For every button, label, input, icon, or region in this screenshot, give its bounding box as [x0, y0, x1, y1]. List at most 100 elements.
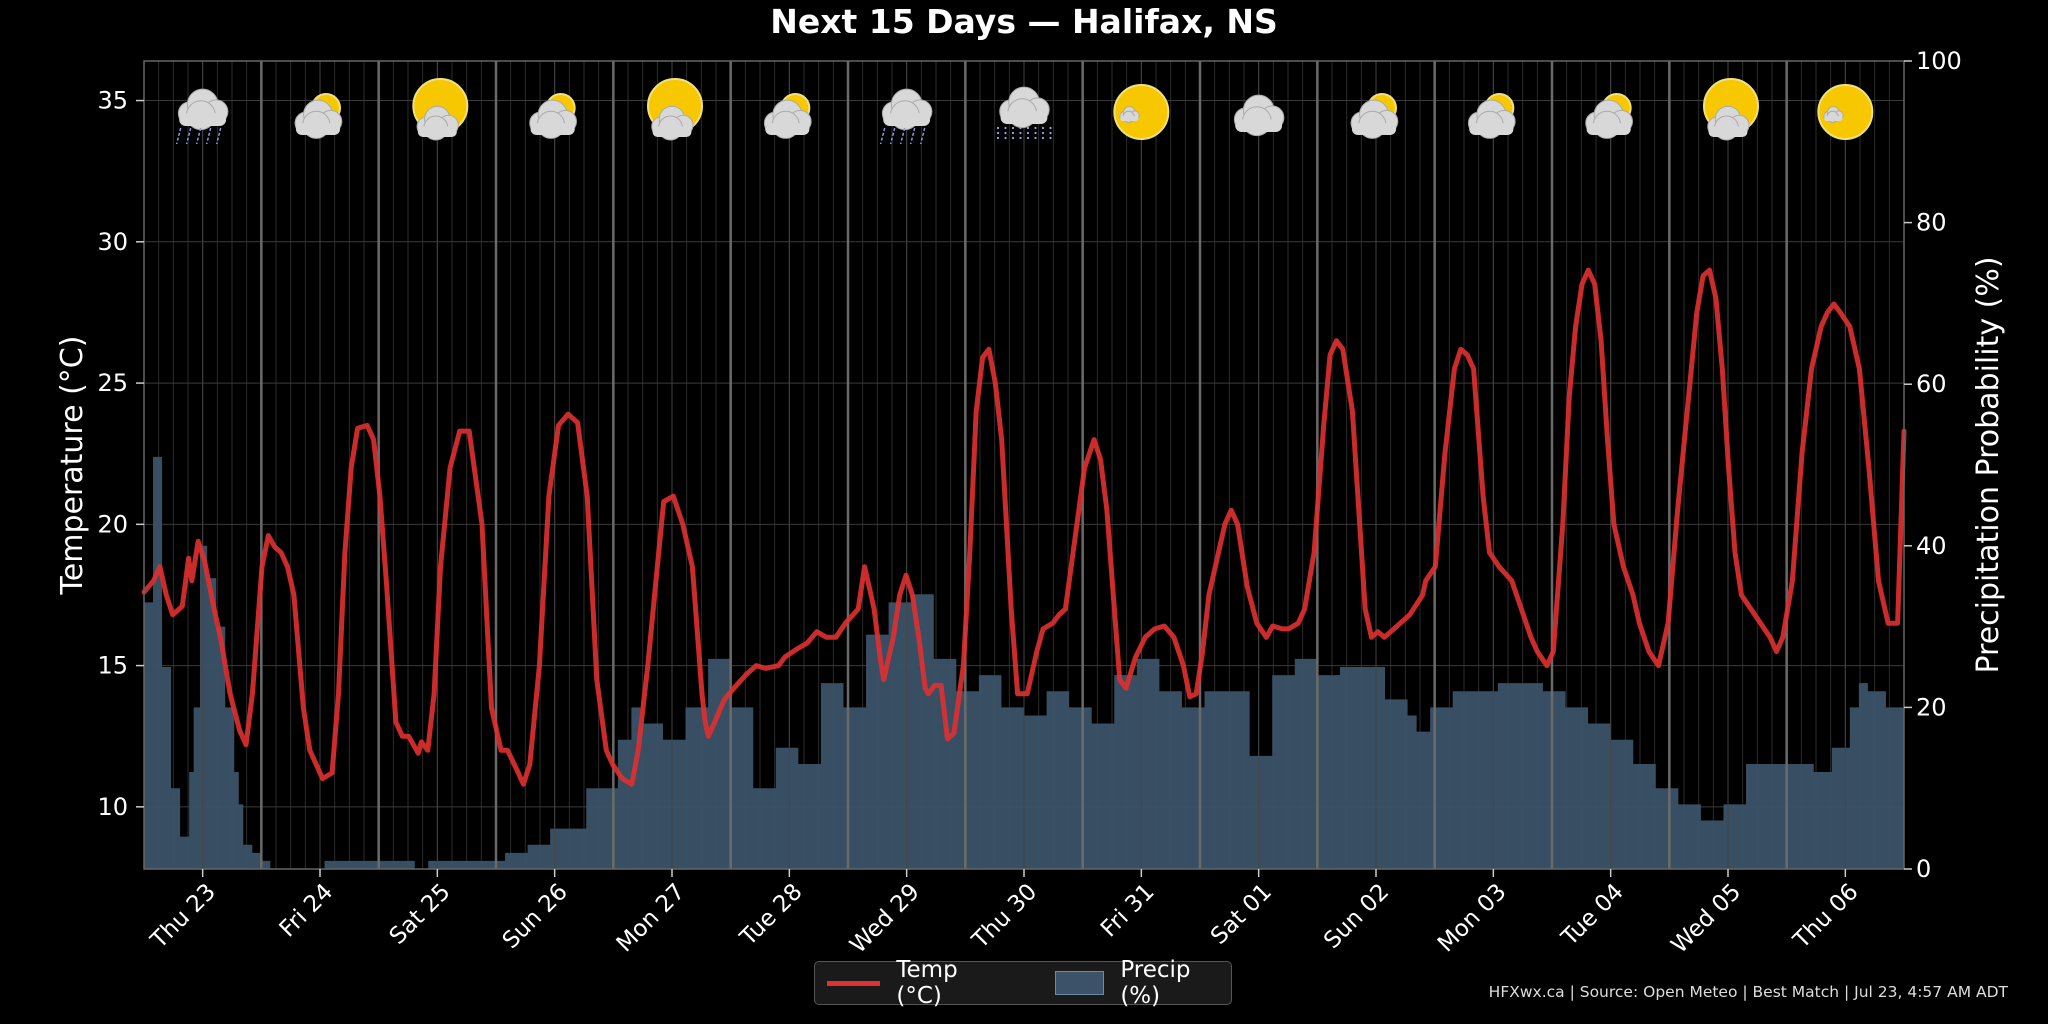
cloud-base	[1586, 123, 1631, 135]
snow-flake	[1026, 136, 1030, 140]
sunny-icon	[1113, 84, 1170, 140]
cloud	[763, 99, 812, 139]
cloud-base	[295, 123, 341, 135]
cloud	[1585, 99, 1633, 139]
x-tick-label: Wed 29	[845, 879, 925, 959]
snow-flake	[1011, 131, 1015, 135]
y-tick-label: 10	[97, 793, 128, 821]
snow-flake	[1011, 136, 1015, 140]
rain-drop	[889, 127, 896, 145]
legend: Temp (°C) Precip (%)	[814, 957, 1232, 1009]
cloud	[416, 105, 459, 141]
cloud-base	[530, 123, 575, 135]
snow-flake	[1004, 126, 1007, 130]
snow-flake	[1019, 131, 1022, 135]
temp-line	[141, 267, 1907, 787]
snow-flake	[1049, 131, 1052, 135]
chart-title: Next 15 Days — Halifax, NS	[770, 2, 1278, 41]
snow-flake	[996, 136, 1000, 140]
cloud-base	[883, 113, 931, 126]
legend-precip-swatch	[1055, 971, 1105, 995]
y2-tick-label: 100	[1916, 47, 1962, 75]
snow-flake	[1026, 131, 1030, 135]
y2-tick-label: 40	[1916, 532, 1947, 560]
cloud	[1350, 99, 1399, 139]
mostly-sunny-icon	[647, 78, 703, 141]
sunny-icon	[1817, 84, 1874, 140]
rain-drop	[185, 127, 192, 145]
snow-flake	[996, 126, 1000, 130]
partly-cloudy-icon	[1467, 93, 1516, 139]
cloud-base	[1351, 123, 1397, 135]
snow-flake	[1049, 126, 1052, 130]
snow-flake	[1041, 126, 1045, 130]
y2-tick-label: 20	[1916, 693, 1947, 721]
y-tick-label: 15	[97, 652, 128, 680]
snow-flake	[1019, 136, 1022, 140]
partly-cloudy-icon	[763, 93, 812, 139]
x-tick-label: Thu 23	[145, 879, 221, 955]
cloud-base	[1824, 116, 1843, 121]
source-footer: HFXwx.ca | Source: Open Meteo | Best Mat…	[1488, 983, 2008, 1001]
y2-tick-label: 80	[1916, 209, 1947, 237]
cloud	[1467, 99, 1516, 139]
cloud-base	[1235, 119, 1283, 132]
cloud-base	[1708, 126, 1748, 137]
snow-flake	[1049, 136, 1052, 140]
rain-drop	[205, 127, 212, 145]
cloudy-icon	[1233, 94, 1285, 137]
cloud	[529, 99, 577, 139]
x-tick-label: Thu 30	[967, 879, 1043, 955]
sun-disc	[1817, 84, 1874, 140]
cloud-base	[1469, 123, 1514, 135]
legend-temp-label: Temp (°C)	[896, 957, 958, 1009]
cloud-base	[1000, 111, 1048, 124]
y-tick-label: 30	[97, 228, 128, 256]
x-tick-label: Mon 27	[612, 879, 691, 958]
rain-drop	[899, 127, 906, 145]
snow-flake	[1004, 131, 1007, 135]
x-tick-label: Sat 25	[385, 879, 456, 950]
x-tick-label: Thu 06	[1788, 879, 1864, 955]
y-tick-label: 35	[97, 87, 128, 115]
cloud-snow-icon	[996, 86, 1052, 140]
snow-flake	[1034, 126, 1037, 130]
snow-flake	[1026, 126, 1030, 130]
cloud	[881, 88, 933, 131]
sun-disc	[1113, 84, 1170, 140]
y2-axis-label: Precipitation Probability (%)	[1971, 256, 2006, 673]
x-tick-label: Sun 02	[1319, 879, 1394, 954]
small-cloud	[1119, 106, 1140, 123]
snow-flake	[1034, 131, 1037, 135]
snow-flake	[1034, 136, 1037, 140]
rain-drop	[919, 127, 926, 145]
rain-drop	[195, 127, 202, 145]
legend-temp: Temp (°C)	[815, 957, 1005, 1009]
y-tick-label: 20	[97, 510, 128, 538]
rain-drop	[909, 127, 916, 145]
x-tick-label: Wed 05	[1667, 879, 1747, 959]
cloud	[651, 105, 694, 141]
cloud-base	[652, 126, 692, 137]
cloud	[294, 99, 343, 139]
cloud-base	[179, 113, 227, 126]
snow-flake	[1011, 126, 1015, 130]
legend-precip-label: Precip (%)	[1120, 957, 1191, 1009]
x-tick-label: Sun 26	[498, 879, 573, 954]
snow-flake	[996, 131, 1000, 135]
partly-cloudy-icon	[1585, 93, 1633, 139]
rain-drop	[879, 127, 886, 145]
precip-area	[144, 456, 1904, 869]
legend-temp-swatch	[827, 980, 881, 986]
cloud-base	[765, 123, 810, 135]
cloud-rain-icon	[175, 88, 229, 145]
cloud-base	[1120, 116, 1139, 121]
mostly-sunny-icon	[412, 78, 469, 141]
y-axis-label: Temperature (°C)	[55, 336, 90, 596]
rain-drop	[175, 127, 182, 145]
partly-cloudy-icon	[294, 93, 343, 139]
x-tick-label: Tue 04	[1556, 879, 1629, 952]
x-tick-label: Mon 03	[1433, 879, 1512, 958]
cloud	[177, 88, 229, 131]
